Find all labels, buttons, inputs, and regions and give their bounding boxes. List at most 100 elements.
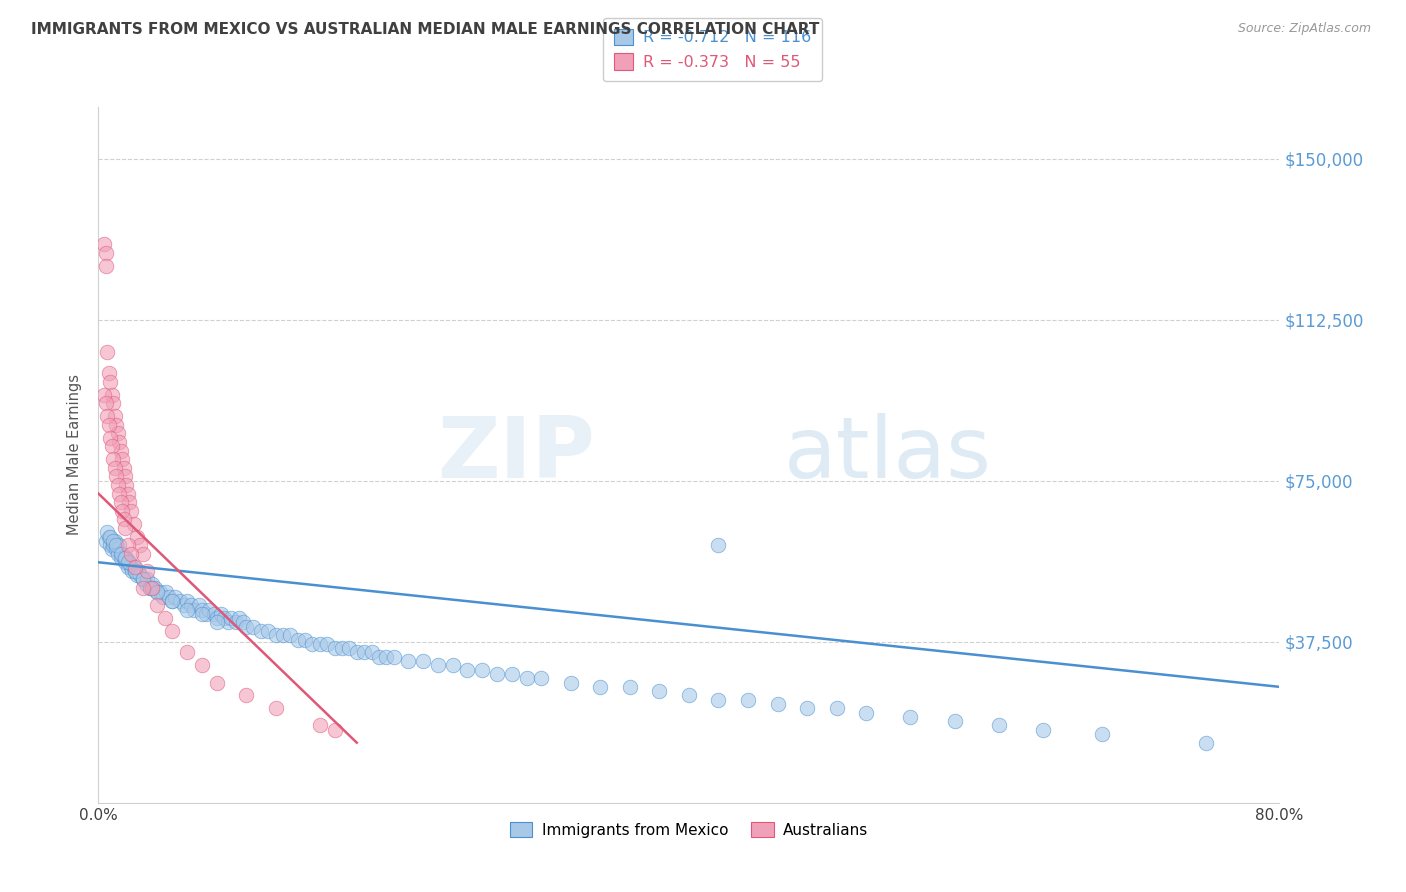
Point <box>98 431 121 445</box>
Point <box>128 568 150 582</box>
Point <box>323 641 346 656</box>
Point <box>309 718 332 732</box>
Point <box>707 692 730 706</box>
Point <box>141 576 163 591</box>
Point <box>93 237 115 252</box>
Point <box>212 611 235 625</box>
Point <box>427 658 450 673</box>
Point <box>111 504 134 518</box>
Point <box>110 443 132 458</box>
Point <box>98 375 121 389</box>
Point <box>198 602 221 616</box>
Point <box>97 367 120 381</box>
Point <box>530 671 553 685</box>
Point <box>988 718 1011 732</box>
Point <box>115 478 138 492</box>
Point <box>368 649 391 664</box>
Point <box>132 581 155 595</box>
Point <box>187 599 209 613</box>
Point <box>105 417 128 432</box>
Point <box>264 701 287 715</box>
Point <box>301 637 323 651</box>
Point <box>353 645 375 659</box>
Point <box>132 573 155 587</box>
Point <box>108 435 131 450</box>
Point <box>217 615 239 630</box>
Point <box>107 478 129 492</box>
Point <box>280 628 302 642</box>
Point <box>98 538 121 552</box>
Point <box>118 495 141 509</box>
Point <box>242 620 264 634</box>
Point <box>103 452 125 467</box>
Point <box>264 628 287 642</box>
Point <box>162 624 183 638</box>
Text: atlas: atlas <box>783 413 991 497</box>
Point <box>707 538 730 552</box>
Point <box>250 624 273 638</box>
Point <box>271 628 294 642</box>
Point <box>309 637 332 651</box>
Point <box>114 551 136 566</box>
Point <box>141 581 163 595</box>
Point <box>132 547 155 561</box>
Point <box>146 585 169 599</box>
Point <box>97 417 120 432</box>
Point <box>105 538 128 552</box>
Point <box>139 581 162 595</box>
Point <box>117 538 139 552</box>
Point <box>825 701 848 715</box>
Point <box>155 585 177 599</box>
Point <box>108 486 131 500</box>
Point <box>110 495 132 509</box>
Point <box>136 564 159 578</box>
Point <box>136 573 159 587</box>
Point <box>111 452 134 467</box>
Point <box>139 581 162 595</box>
Point <box>120 559 142 574</box>
Point <box>114 555 136 569</box>
Point <box>128 538 150 552</box>
Point <box>121 564 143 578</box>
Point <box>96 344 118 359</box>
Point <box>330 641 353 656</box>
Point <box>124 564 146 578</box>
Legend: Immigrants from Mexico, Australians: Immigrants from Mexico, Australians <box>503 815 875 844</box>
Point <box>294 632 316 647</box>
Point <box>107 426 129 441</box>
Point <box>205 611 228 625</box>
Point <box>146 585 169 599</box>
Point <box>183 602 205 616</box>
Point <box>737 692 759 706</box>
Point <box>120 504 142 518</box>
Point <box>120 547 142 561</box>
Point <box>257 624 280 638</box>
Point <box>228 611 250 625</box>
Point <box>127 564 149 578</box>
Point <box>205 675 228 690</box>
Point <box>105 469 128 483</box>
Point <box>560 675 582 690</box>
Text: Source: ZipAtlas.com: Source: ZipAtlas.com <box>1237 22 1371 36</box>
Point <box>176 594 198 608</box>
Point <box>110 547 132 561</box>
Point <box>96 525 118 540</box>
Point <box>316 637 339 651</box>
Point <box>205 615 228 630</box>
Point <box>191 607 214 621</box>
Point <box>114 521 136 535</box>
Point <box>104 533 127 548</box>
Y-axis label: Median Male Earnings: Median Male Earnings <box>67 375 83 535</box>
Point <box>176 645 198 659</box>
Point <box>103 538 125 552</box>
Point <box>132 573 155 587</box>
Point <box>176 602 198 616</box>
Point <box>235 620 257 634</box>
Text: ZIP: ZIP <box>437 413 595 497</box>
Point <box>107 547 129 561</box>
Point <box>589 680 612 694</box>
Point <box>93 388 115 402</box>
Point <box>412 654 434 668</box>
Point <box>195 607 218 621</box>
Point <box>94 259 117 273</box>
